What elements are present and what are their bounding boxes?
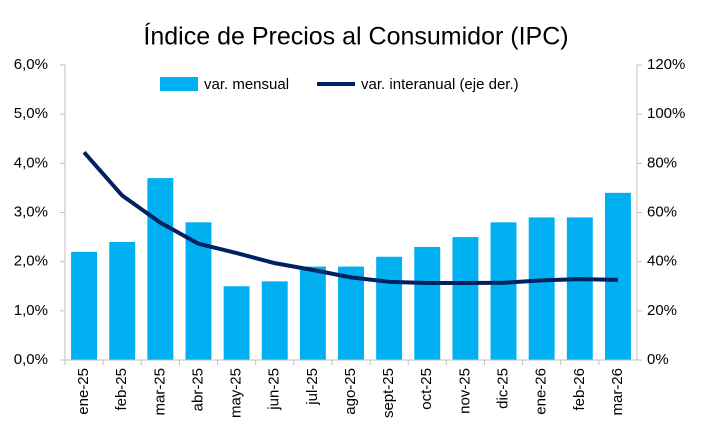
bar — [147, 178, 174, 360]
bar — [109, 242, 136, 360]
x-tick-label: ago-25 — [342, 368, 359, 415]
y2-tick-label: 100% — [647, 105, 685, 122]
x-tick-label: abr-25 — [189, 368, 206, 411]
x-tick-label: ene-26 — [533, 368, 550, 415]
x-tick-label: nov-25 — [456, 368, 473, 414]
x-tick-label: may-25 — [228, 368, 245, 418]
y2-tick-label: 0% — [647, 351, 669, 368]
y-tick-label: 2,0% — [14, 253, 48, 270]
x-tick-label: feb-25 — [113, 368, 130, 411]
line — [82, 150, 618, 286]
x-tick-label: sept-25 — [380, 368, 397, 418]
x-tick-label: mar-25 — [151, 368, 168, 416]
legend-label: var. interanual (eje der.) — [361, 76, 519, 93]
bar — [299, 266, 326, 360]
bar — [71, 251, 98, 360]
x-tick-label: feb-26 — [571, 368, 588, 411]
y2-tick-label: 80% — [647, 154, 677, 171]
y-tick-label: 3,0% — [14, 203, 48, 220]
y2-tick-label: 120% — [647, 56, 685, 73]
bar — [376, 256, 403, 360]
x-tick-label: jul-25 — [304, 368, 321, 406]
y-tick-label: 1,0% — [14, 302, 48, 319]
y-tick-label: 5,0% — [14, 105, 48, 122]
y2-tick-label: 40% — [647, 253, 677, 270]
y-tick-label: 6,0% — [14, 56, 48, 73]
bar — [528, 217, 555, 360]
chart-title: Índice de Precios al Consumidor (IPC) — [143, 22, 568, 51]
legend-swatch — [160, 77, 198, 91]
y2-tick-label: 60% — [647, 203, 677, 220]
y-tick-label: 4,0% — [14, 154, 48, 171]
bar — [566, 217, 593, 360]
y-tick-label: 0,0% — [14, 351, 48, 368]
x-tick-label: mar-26 — [609, 368, 626, 416]
x-tick-label: jun-25 — [266, 368, 283, 411]
bar — [604, 192, 631, 360]
bar — [338, 266, 364, 360]
legend-label: var. mensual — [204, 76, 289, 93]
y2-tick-label: 20% — [647, 302, 677, 319]
x-tick-label: dic-25 — [495, 368, 512, 409]
bar — [261, 281, 288, 360]
bar — [414, 246, 441, 360]
bar — [223, 286, 250, 360]
x-tick-label: ene-25 — [75, 368, 92, 415]
bar — [452, 237, 479, 360]
bar — [490, 222, 517, 360]
x-tick-label: oct-25 — [418, 368, 435, 410]
